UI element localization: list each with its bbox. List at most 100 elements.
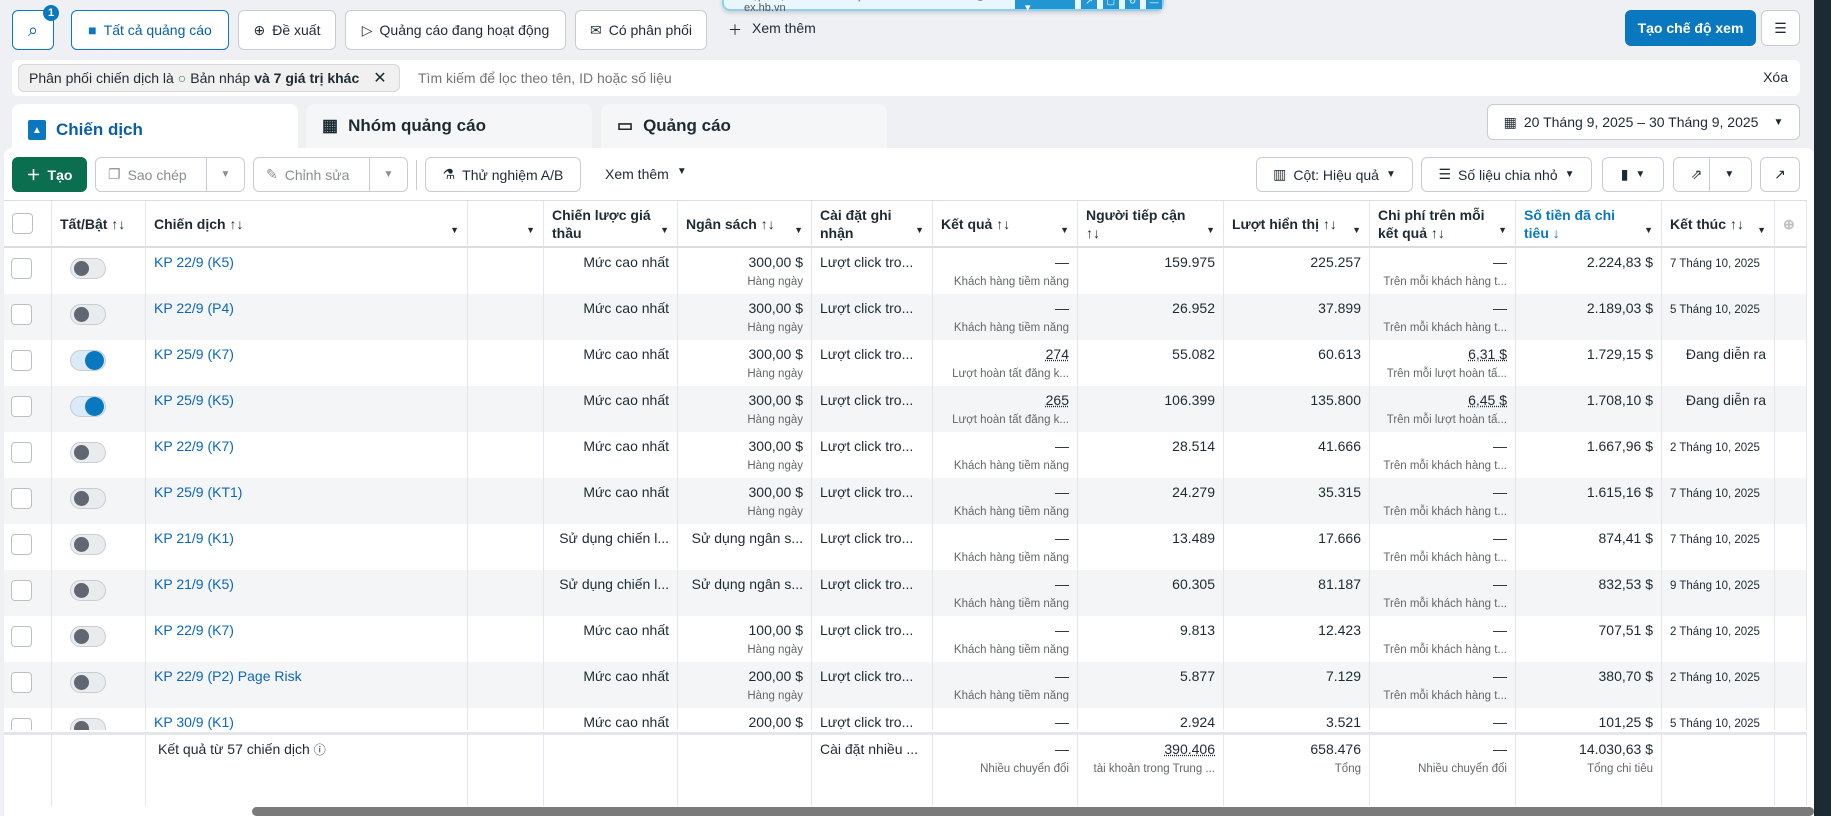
- edit-button[interactable]: ✎ Chỉnh sửa ▼: [253, 157, 408, 192]
- view-settings-button[interactable]: ☰: [1761, 10, 1800, 46]
- campaign-name-link[interactable]: KP 25/9 (KT1): [154, 484, 243, 500]
- chevron-down-icon[interactable]: ▼: [526, 225, 535, 235]
- breakdown-button[interactable]: ☰ Số liệu chia nhỏ ▼: [1421, 157, 1592, 192]
- campaign-name-link[interactable]: KP 22/9 (K7): [154, 622, 234, 638]
- chevron-down-icon[interactable]: ▼: [1644, 225, 1653, 235]
- campaign-toggle[interactable]: [70, 672, 106, 693]
- chevron-down-icon[interactable]: ▼: [1498, 225, 1507, 235]
- filter-chip[interactable]: Phân phối chiến dịch là ○ Bản nháp và 7 …: [18, 64, 400, 92]
- campaign-name-link[interactable]: KP 22/9 (K5): [154, 254, 234, 270]
- campaign-toggle[interactable]: [70, 718, 106, 730]
- extension-minimize-icon[interactable]: —: [1146, 0, 1163, 9]
- row-checkbox[interactable]: [11, 396, 32, 417]
- table-row[interactable]: KP 25/9 (K7) Mức cao nhất 300,00 $ Hàng ngà…: [4, 340, 1807, 386]
- campaign-toggle[interactable]: [70, 626, 106, 647]
- col-cost-per-result[interactable]: Chi phí trên mỗi kết quả ↑↓ ▼: [1370, 201, 1516, 246]
- row-checkbox[interactable]: [11, 580, 32, 601]
- more-views-button[interactable]: ＋ Xem thêm: [728, 20, 816, 40]
- chevron-down-icon[interactable]: ▼: [206, 158, 244, 191]
- col-amount-spent[interactable]: Số tiền đã chi tiêu ↓ ▼: [1516, 201, 1662, 246]
- columns-button[interactable]: ▥ Cột: Hiệu quả ▼: [1256, 157, 1413, 192]
- table-row[interactable]: KP 22/9 (K7) Mức cao nhất 300,00 $ Hàng ngà…: [4, 432, 1807, 478]
- campaign-toggle[interactable]: [70, 580, 106, 601]
- col-blank[interactable]: ▼: [468, 201, 544, 246]
- chevron-down-icon[interactable]: ▼: [1206, 225, 1215, 235]
- chevron-down-icon[interactable]: ▼: [1757, 225, 1766, 235]
- row-checkbox[interactable]: [11, 488, 32, 509]
- chevron-down-icon[interactable]: ▼: [1060, 225, 1069, 235]
- more-actions-button[interactable]: Xem thêm ▼: [605, 166, 687, 182]
- row-checkbox[interactable]: [11, 672, 32, 693]
- tab-ad-sets[interactable]: ▦ Nhóm quảng cáo: [306, 104, 592, 148]
- duplicate-button[interactable]: ❐ Sao chép ▼: [95, 157, 245, 192]
- campaign-name-link[interactable]: KP 30/9 (K1): [154, 714, 234, 730]
- create-button[interactable]: ＋ Tạo: [12, 157, 87, 192]
- col-end[interactable]: Kết thúc ↑↓ ▼: [1662, 201, 1775, 246]
- reports-button[interactable]: ▮ ▼: [1602, 157, 1664, 192]
- chevron-down-icon[interactable]: ▼: [369, 158, 407, 191]
- search-input[interactable]: [418, 66, 1318, 90]
- row-checkbox[interactable]: [11, 718, 32, 730]
- campaign-name-link[interactable]: KP 25/9 (K5): [154, 392, 234, 408]
- row-checkbox[interactable]: [11, 350, 32, 371]
- tab-ads[interactable]: ▭ Quảng cáo: [601, 104, 887, 148]
- table-row[interactable]: KP 30/9 (K1) Mức cao nhất 200,00 $ Lượt cli…: [4, 708, 1807, 730]
- create-view-button[interactable]: Tạo chế độ xem: [1625, 10, 1756, 46]
- ab-test-button[interactable]: ⚗ Thử nghiệm A/B: [425, 157, 581, 192]
- row-checkbox[interactable]: [11, 442, 32, 463]
- clear-filters-link[interactable]: Xóa: [1763, 69, 1788, 85]
- chevron-down-icon[interactable]: ▼: [1709, 158, 1734, 191]
- campaign-toggle[interactable]: [70, 304, 106, 325]
- table-row[interactable]: KP 25/9 (K5) Mức cao nhất 300,00 $ Hàng ngà…: [4, 386, 1807, 432]
- campaign-toggle[interactable]: [70, 488, 106, 509]
- add-column-icon[interactable]: ⊕: [1775, 201, 1807, 246]
- chevron-down-icon[interactable]: ▼: [660, 225, 669, 235]
- chevron-down-icon[interactable]: ▼: [915, 225, 924, 235]
- close-icon[interactable]: ✕: [373, 70, 387, 87]
- campaign-toggle[interactable]: [70, 534, 106, 555]
- table-row[interactable]: KP 22/9 (K7) Mức cao nhất 100,00 $ Hàng ngà…: [4, 616, 1807, 662]
- table-row[interactable]: KP 22/9 (P2) Page Risk Mức cao nhất 200,00…: [4, 662, 1807, 708]
- campaign-toggle[interactable]: [70, 350, 106, 371]
- search-button[interactable]: ⌕ 1: [12, 5, 59, 50]
- col-bid-strategy[interactable]: Chiến lược giá thầu ▼: [544, 201, 678, 246]
- view-recommendations[interactable]: ⊕ Đề xuất: [238, 10, 336, 50]
- row-checkbox[interactable]: [11, 534, 32, 555]
- export-button[interactable]: ⇗ ▼: [1673, 157, 1752, 192]
- extension-copy-icon[interactable]: ▢: [1102, 0, 1119, 9]
- col-campaign[interactable]: Chiến dịch ↑↓ ▼: [146, 201, 468, 246]
- table-row[interactable]: KP 22/9 (P4) Mức cao nhất 300,00 $ Hàng ngà…: [4, 294, 1807, 340]
- extension-profile-dropdown[interactable]: Default ▾: [1015, 0, 1076, 14]
- row-checkbox[interactable]: [11, 258, 32, 279]
- extension-refresh-icon[interactable]: ↻: [1124, 0, 1141, 9]
- tab-campaigns[interactable]: ▲ Chiến dịch: [12, 104, 298, 156]
- row-checkbox[interactable]: [11, 304, 32, 325]
- campaign-toggle[interactable]: [70, 258, 106, 279]
- select-all-checkbox[interactable]: [12, 213, 33, 234]
- campaign-name-link[interactable]: KP 22/9 (K7): [154, 438, 234, 454]
- col-budget[interactable]: Ngân sách ↑↓ ▼: [678, 201, 812, 246]
- campaign-name-link[interactable]: KP 21/9 (K1): [154, 530, 234, 546]
- table-row[interactable]: KP 22/9 (K5) Mức cao nhất 300,00 $ Hàng ngà…: [4, 248, 1807, 294]
- campaign-toggle[interactable]: [70, 442, 106, 463]
- view-delivering[interactable]: ✉ Có phân phối: [575, 10, 707, 50]
- view-active-ads[interactable]: ▷ Quảng cáo đang hoạt động: [345, 10, 566, 50]
- table-row[interactable]: KP 25/9 (KT1) Mức cao nhất 300,00 $ Hàng ng…: [4, 478, 1807, 524]
- col-impressions[interactable]: Lượt hiển thị ↑↓ ▼: [1224, 201, 1370, 246]
- row-checkbox[interactable]: [11, 626, 32, 647]
- date-range-picker[interactable]: ▦ 20 Tháng 9, 2025 – 30 Tháng 9, 2025 ▼: [1487, 104, 1800, 140]
- horizontal-scrollbar[interactable]: [252, 807, 1814, 816]
- campaign-toggle[interactable]: [70, 396, 106, 417]
- campaign-name-link[interactable]: KP 22/9 (P4): [154, 300, 234, 316]
- col-toggle[interactable]: Tất/Bật ↑↓: [52, 201, 146, 246]
- campaign-name-link[interactable]: KP 22/9 (P2) Page Risk: [154, 668, 302, 684]
- campaign-name-link[interactable]: KP 21/9 (K5): [154, 576, 234, 592]
- table-row[interactable]: KP 21/9 (K1) Sử dụng chiến l... Sử dụng ng…: [4, 524, 1807, 570]
- col-reach[interactable]: Người tiếp cận ↑↓ ▼: [1078, 201, 1224, 246]
- chevron-down-icon[interactable]: ▼: [450, 225, 459, 235]
- info-icon[interactable]: ⓘ: [313, 743, 326, 757]
- col-results[interactable]: Kết quả ↑↓ ▼: [933, 201, 1078, 246]
- charts-button[interactable]: ↗: [1760, 157, 1800, 192]
- col-attribution[interactable]: Cài đặt ghi nhận ▼: [812, 201, 933, 246]
- view-all-ads[interactable]: ■ Tất cả quảng cáo: [71, 10, 229, 50]
